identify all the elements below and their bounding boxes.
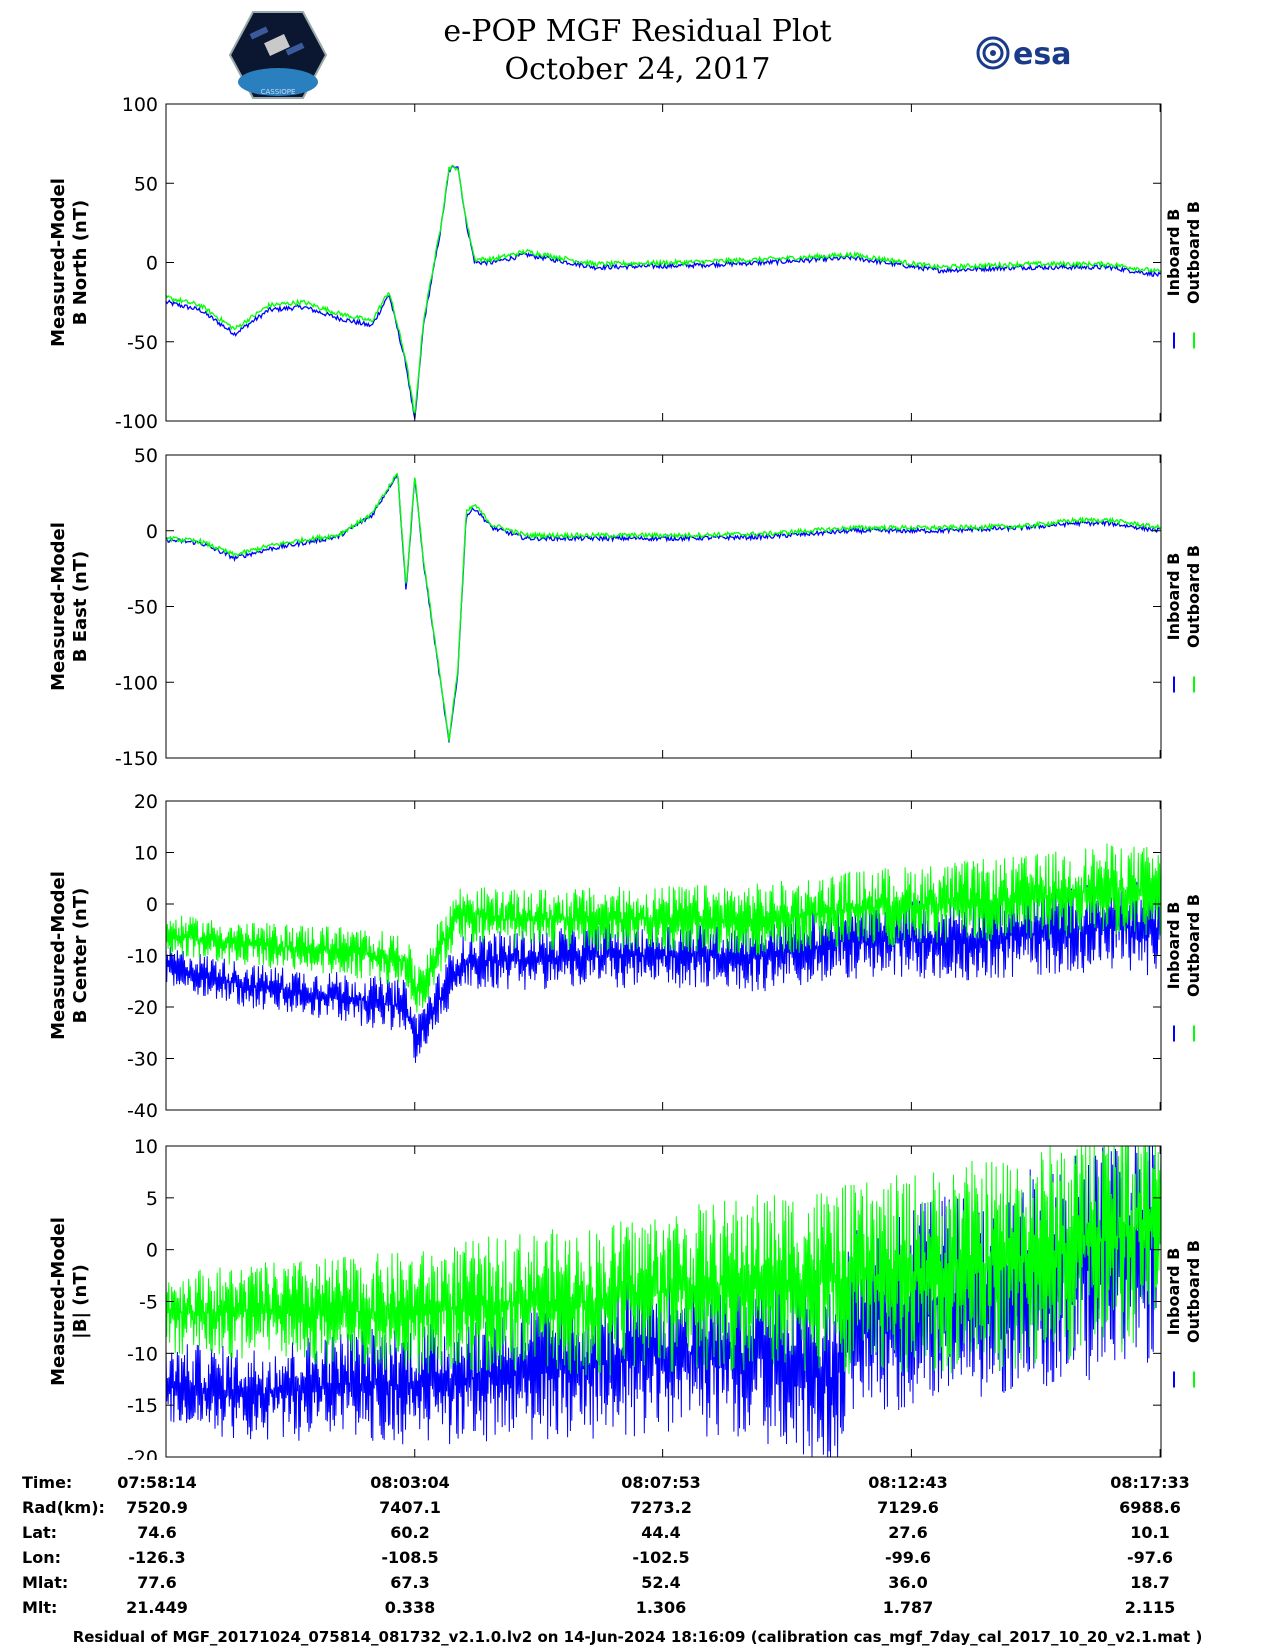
table-cell: 10.1	[1130, 1523, 1170, 1542]
series-inboard-line	[165, 165, 1162, 419]
table-cell: 60.2	[390, 1523, 430, 1542]
table-cell: 36.0	[888, 1573, 928, 1592]
panel-2: -150 -100 -50 0 50 Measured-Model B East (nT) I…	[48, 445, 1203, 770]
y-tick-label: -100	[115, 672, 158, 694]
table-cell: 67.3	[390, 1573, 430, 1592]
series-inboard-line	[165, 473, 1162, 743]
esa-logo: esa	[976, 36, 1071, 72]
y-tick-label: 10	[134, 843, 158, 865]
plot-frame	[165, 454, 1162, 759]
panel-3: -40 -30 -20 -10 0 10 20 Measured-Model B Center …	[48, 791, 1203, 1122]
legend-label: Outboard B	[1184, 1240, 1203, 1343]
y-tick-label: -20	[127, 997, 158, 1019]
y-axis-label: Measured-Model	[48, 1217, 69, 1386]
y-tick-label: -30	[127, 1049, 158, 1071]
table-row-label: Lat:	[22, 1523, 58, 1542]
y-axis-label: B North (nT)	[70, 200, 91, 326]
y-tick-label: 50	[134, 173, 158, 195]
series-outboard-line	[165, 164, 1162, 415]
table-cell: 21.449	[126, 1598, 188, 1617]
footer-caption: Residual of MGF_20171024_075814_081732_v…	[72, 1628, 1203, 1646]
y-tick-label: -5	[139, 1292, 158, 1314]
table-cell: -126.3	[128, 1548, 186, 1567]
y-tick-label: 10	[134, 1136, 158, 1158]
legend-label: Outboard B	[1184, 894, 1203, 997]
plot-title: e-POP MGF Residual Plot	[443, 14, 832, 49]
y-tick-label: -15	[127, 1395, 158, 1417]
legend-label: Inboard B	[1164, 1248, 1183, 1336]
table-row-label: Time:	[22, 1473, 73, 1492]
table-cell: 08:17:33	[1110, 1473, 1190, 1492]
table-cell: 6988.6	[1119, 1498, 1181, 1517]
table-row-label: Rad(km):	[22, 1498, 105, 1517]
table-cell: 2.115	[1124, 1598, 1176, 1617]
table-cell: 77.6	[137, 1573, 177, 1592]
y-tick-label: 0	[146, 253, 158, 275]
cassiope-logo: CASSIOPE	[228, 11, 328, 99]
y-tick-label: -100	[115, 411, 158, 433]
table-cell: 07:58:14	[117, 1473, 197, 1492]
table-cell: 74.6	[137, 1523, 177, 1542]
panel-4: -20 -15 -10 -5 0 5 10 Measured-Model |B| (nT) Inb…	[48, 1136, 1203, 1460]
legend-label: Inboard B	[1164, 553, 1183, 641]
cassiope-logo-text: CASSIOPE	[261, 88, 296, 96]
table-cell: 7129.6	[877, 1498, 939, 1517]
table-cell: 27.6	[888, 1523, 928, 1542]
plot-date: October 24, 2017	[504, 52, 771, 87]
y-tick-label: -10	[127, 946, 158, 968]
table-cell: -99.6	[884, 1548, 932, 1567]
table-cell: -108.5	[381, 1548, 439, 1567]
table-cell: 7273.2	[630, 1498, 692, 1517]
y-tick-label: 20	[134, 791, 158, 813]
table-cell: 08:03:04	[370, 1473, 450, 1492]
table-row-label: Mlt:	[22, 1598, 58, 1617]
table-cell: 52.4	[641, 1573, 681, 1592]
y-axis-label: B Center (nT)	[70, 888, 91, 1024]
y-tick-label: -40	[127, 1100, 158, 1122]
y-axis-label: |B| (nT)	[70, 1264, 91, 1339]
y-tick-label: 0	[146, 894, 158, 916]
series-outboard-line	[165, 843, 1162, 1013]
series-outboard-line	[165, 1145, 1162, 1376]
y-tick-label: 50	[134, 445, 158, 467]
series-inboard-line	[165, 881, 1162, 1063]
y-axis-label: Measured-Model	[48, 871, 69, 1040]
y-tick-label: -150	[115, 748, 158, 770]
y-axis-label: B East (nT)	[70, 551, 91, 663]
legend-label: Inboard B	[1164, 902, 1183, 990]
legend-label: Outboard B	[1184, 201, 1203, 304]
y-tick-label: 5	[146, 1188, 158, 1210]
y-axis-label: Measured-Model	[48, 178, 69, 347]
table-row-label: Mlat:	[22, 1573, 69, 1592]
y-tick-label: -20	[127, 1447, 158, 1460]
y-tick-label: -50	[127, 332, 158, 354]
table-cell: 1.306	[635, 1598, 687, 1617]
table-cell: 0.338	[384, 1598, 436, 1617]
table-cell: -102.5	[632, 1548, 690, 1567]
y-tick-label: 0	[146, 1240, 158, 1262]
table-cell: 08:12:43	[868, 1473, 948, 1492]
panel-1: -100 -50 0 50 100 Measured-Model B North (nT) I…	[48, 94, 1203, 433]
esa-logo-text: esa	[1013, 37, 1071, 72]
table-cell: 44.4	[641, 1523, 681, 1542]
series-outboard-line	[165, 472, 1162, 742]
y-tick-label: 100	[122, 94, 158, 116]
table-cell: 7520.9	[126, 1498, 188, 1517]
table-cell: -97.6	[1126, 1548, 1174, 1567]
y-axis-label: Measured-Model	[48, 522, 69, 691]
table-cell: 1.787	[882, 1598, 934, 1617]
legend-label: Outboard B	[1184, 545, 1203, 648]
legend-label: Inboard B	[1164, 209, 1183, 297]
table-cell: 08:07:53	[621, 1473, 701, 1492]
y-tick-label: -50	[127, 597, 158, 619]
table-cell: 18.7	[1130, 1573, 1170, 1592]
y-tick-label: -10	[127, 1343, 158, 1365]
table-row-label: Lon:	[22, 1548, 61, 1567]
table-cell: 7407.1	[379, 1498, 441, 1517]
y-tick-label: 0	[146, 521, 158, 543]
